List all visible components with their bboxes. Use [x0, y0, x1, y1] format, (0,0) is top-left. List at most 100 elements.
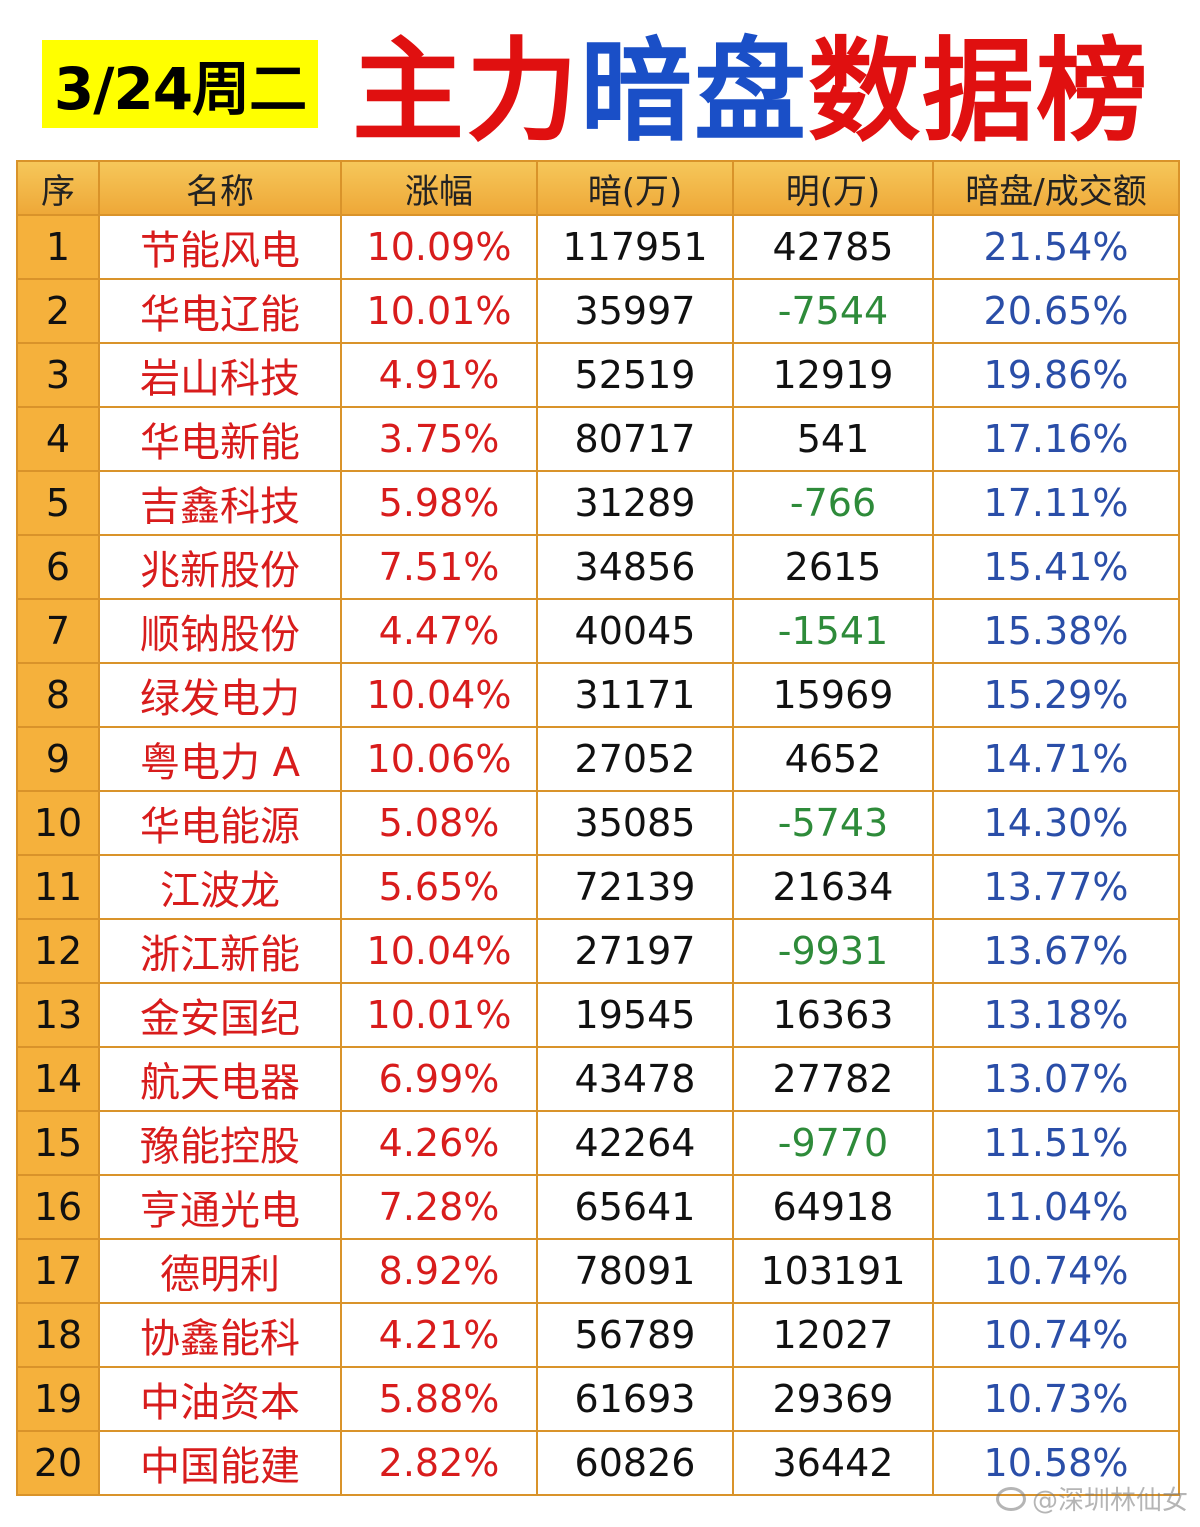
- cell-rank: 4: [16, 406, 100, 472]
- cell-ratio: 13.67%: [932, 918, 1180, 984]
- cell-rank: 8: [16, 662, 100, 728]
- table-row: 20 中国能建 2.82% 60826 36442 10.58%: [16, 1430, 1180, 1496]
- cell-rank: 11: [16, 854, 100, 920]
- cell-dark: 42264: [536, 1110, 734, 1176]
- cell-rank: 20: [16, 1430, 100, 1496]
- table-row: 14 航天电器 6.99% 43478 27782 13.07%: [16, 1046, 1180, 1112]
- cell-name: 航天电器: [98, 1046, 342, 1112]
- cell-open: 2615: [732, 534, 934, 600]
- cell-dark: 80717: [536, 406, 734, 472]
- cell-open: 103191: [732, 1238, 934, 1304]
- cell-open: 12919: [732, 342, 934, 408]
- table-row: 9 粤电力 A 10.06% 27052 4652 14.71%: [16, 726, 1180, 792]
- table-row: 4 华电新能 3.75% 80717 541 17.16%: [16, 406, 1180, 472]
- cell-name: 亨通光电: [98, 1174, 342, 1240]
- cell-rank: 18: [16, 1302, 100, 1368]
- watermark-text: @深圳林仙女: [1031, 1486, 1188, 1516]
- page-header: 3/24周二 主力 暗盘 数据榜: [0, 0, 1200, 160]
- cell-open: -1541: [732, 598, 934, 664]
- cell-name: 兆新股份: [98, 534, 342, 600]
- cell-ratio: 15.38%: [932, 598, 1180, 664]
- cell-dark: 56789: [536, 1302, 734, 1368]
- cell-ratio: 14.71%: [932, 726, 1180, 792]
- cell-rank: 19: [16, 1366, 100, 1432]
- table-row: 17 德明利 8.92% 78091 103191 10.74%: [16, 1238, 1180, 1304]
- cell-change: 10.01%: [340, 982, 538, 1048]
- cell-ratio: 13.77%: [932, 854, 1180, 920]
- cell-dark: 31289: [536, 470, 734, 536]
- col-header-rank: 序: [16, 160, 100, 216]
- cell-dark: 27052: [536, 726, 734, 792]
- cell-dark: 60826: [536, 1430, 734, 1496]
- cell-change: 6.99%: [340, 1046, 538, 1112]
- cell-dark: 117951: [536, 214, 734, 280]
- cell-ratio: 21.54%: [932, 214, 1180, 280]
- cell-open: 64918: [732, 1174, 934, 1240]
- cell-change: 5.98%: [340, 470, 538, 536]
- cell-open: 42785: [732, 214, 934, 280]
- table-row: 5 吉鑫科技 5.98% 31289 -766 17.11%: [16, 470, 1180, 536]
- table-row: 10 华电能源 5.08% 35085 -5743 14.30%: [16, 790, 1180, 856]
- cell-name: 德明利: [98, 1238, 342, 1304]
- cell-rank: 17: [16, 1238, 100, 1304]
- cell-ratio: 10.58%: [932, 1430, 1180, 1496]
- cell-ratio: 10.74%: [932, 1302, 1180, 1368]
- cell-open: 36442: [732, 1430, 934, 1496]
- table-row: 19 中油资本 5.88% 61693 29369 10.73%: [16, 1366, 1180, 1432]
- table-row: 13 金安国纪 10.01% 19545 16363 13.18%: [16, 982, 1180, 1048]
- cell-dark: 19545: [536, 982, 734, 1048]
- cell-ratio: 20.65%: [932, 278, 1180, 344]
- cell-change: 4.91%: [340, 342, 538, 408]
- cell-change: 10.06%: [340, 726, 538, 792]
- cell-ratio: 17.16%: [932, 406, 1180, 472]
- table-row: 1 节能风电 10.09% 117951 42785 21.54%: [16, 214, 1180, 280]
- cell-ratio: 10.74%: [932, 1238, 1180, 1304]
- cell-name: 浙江新能: [98, 918, 342, 984]
- cell-open: 541: [732, 406, 934, 472]
- col-header-change: 涨幅: [340, 160, 538, 216]
- col-header-dark: 暗(万): [536, 160, 734, 216]
- cell-ratio: 14.30%: [932, 790, 1180, 856]
- cell-name: 协鑫能科: [98, 1302, 342, 1368]
- cell-name: 华电辽能: [98, 278, 342, 344]
- table-row: 8 绿发电力 10.04% 31171 15969 15.29%: [16, 662, 1180, 728]
- table-header-row: 序 名称 涨幅 暗(万) 明(万) 暗盘/成交额: [16, 160, 1180, 216]
- cell-rank: 12: [16, 918, 100, 984]
- table-row: 7 顺钠股份 4.47% 40045 -1541 15.38%: [16, 598, 1180, 664]
- cell-dark: 35997: [536, 278, 734, 344]
- cell-change: 10.04%: [340, 662, 538, 728]
- cell-ratio: 10.73%: [932, 1366, 1180, 1432]
- ranking-table: 序 名称 涨幅 暗(万) 明(万) 暗盘/成交额 1 节能风电 10.09% 1179…: [16, 160, 1180, 1496]
- cell-name: 江波龙: [98, 854, 342, 920]
- cell-open: 15969: [732, 662, 934, 728]
- cell-change: 8.92%: [340, 1238, 538, 1304]
- cell-open: -7544: [732, 278, 934, 344]
- cell-name: 中油资本: [98, 1366, 342, 1432]
- weibo-icon: [995, 1486, 1026, 1511]
- cell-dark: 65641: [536, 1174, 734, 1240]
- cell-ratio: 15.29%: [932, 662, 1180, 728]
- cell-open: -9931: [732, 918, 934, 984]
- cell-rank: 10: [16, 790, 100, 856]
- date-badge: 3/24周二: [42, 40, 318, 128]
- cell-dark: 61693: [536, 1366, 734, 1432]
- cell-open: 29369: [732, 1366, 934, 1432]
- cell-name: 豫能控股: [98, 1110, 342, 1176]
- cell-name: 华电新能: [98, 406, 342, 472]
- cell-open: -9770: [732, 1110, 934, 1176]
- table-row: 18 协鑫能科 4.21% 56789 12027 10.74%: [16, 1302, 1180, 1368]
- title-part: 数据榜: [808, 27, 1150, 157]
- cell-open: -766: [732, 470, 934, 536]
- cell-change: 10.09%: [340, 214, 538, 280]
- cell-rank: 1: [16, 214, 100, 280]
- cell-ratio: 17.11%: [932, 470, 1180, 536]
- cell-ratio: 13.18%: [932, 982, 1180, 1048]
- cell-dark: 31171: [536, 662, 734, 728]
- cell-change: 4.26%: [340, 1110, 538, 1176]
- table-row: 16 亨通光电 7.28% 65641 64918 11.04%: [16, 1174, 1180, 1240]
- cell-open: 27782: [732, 1046, 934, 1112]
- cell-ratio: 15.41%: [932, 534, 1180, 600]
- cell-dark: 34856: [536, 534, 734, 600]
- cell-change: 10.04%: [340, 918, 538, 984]
- cell-dark: 27197: [536, 918, 734, 984]
